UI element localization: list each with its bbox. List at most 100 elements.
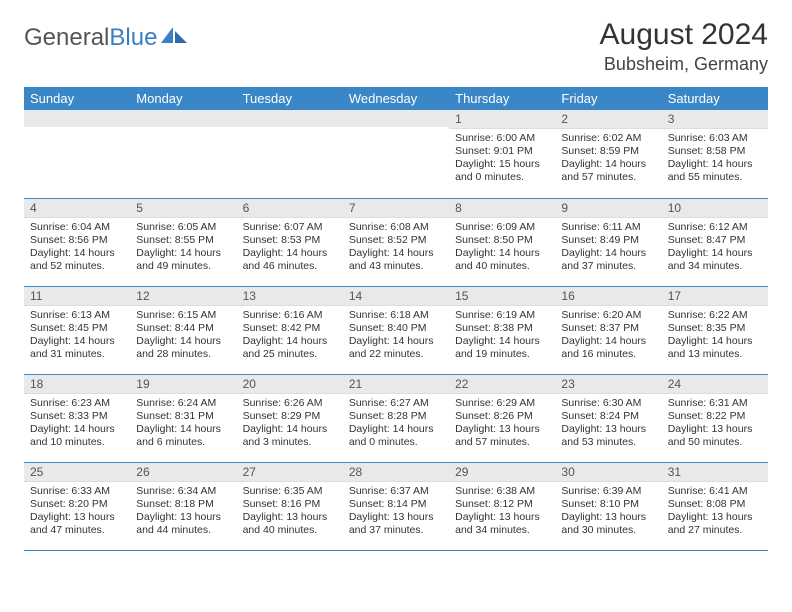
sunset-text: Sunset: 8:47 PM bbox=[668, 234, 762, 247]
sunrise-text: Sunrise: 6:26 AM bbox=[243, 397, 337, 410]
day-details: Sunrise: 6:11 AMSunset: 8:49 PMDaylight:… bbox=[555, 218, 661, 278]
daylight-text: Daylight: 14 hours and 10 minutes. bbox=[30, 423, 124, 449]
daylight-text: Daylight: 14 hours and 19 minutes. bbox=[455, 335, 549, 361]
daylight-text: Daylight: 13 hours and 47 minutes. bbox=[30, 511, 124, 537]
day-number: 6 bbox=[237, 199, 343, 218]
daylight-text: Daylight: 14 hours and 31 minutes. bbox=[30, 335, 124, 361]
weekday-header: Monday bbox=[130, 87, 236, 110]
sunset-text: Sunset: 8:56 PM bbox=[30, 234, 124, 247]
calendar-week-row: 11Sunrise: 6:13 AMSunset: 8:45 PMDayligh… bbox=[24, 286, 768, 374]
calendar-day-cell: 11Sunrise: 6:13 AMSunset: 8:45 PMDayligh… bbox=[24, 286, 130, 374]
daylight-text: Daylight: 13 hours and 30 minutes. bbox=[561, 511, 655, 537]
day-number: 11 bbox=[24, 287, 130, 306]
weekday-header: Thursday bbox=[449, 87, 555, 110]
sunrise-text: Sunrise: 6:19 AM bbox=[455, 309, 549, 322]
title-block: August 2024 Bubsheim, Germany bbox=[600, 18, 768, 75]
day-number: 18 bbox=[24, 375, 130, 394]
sunset-text: Sunset: 8:45 PM bbox=[30, 322, 124, 335]
day-details: Sunrise: 6:12 AMSunset: 8:47 PMDaylight:… bbox=[662, 218, 768, 278]
month-title: August 2024 bbox=[600, 18, 768, 52]
sunset-text: Sunset: 8:31 PM bbox=[136, 410, 230, 423]
day-number: 10 bbox=[662, 199, 768, 218]
daylight-text: Daylight: 13 hours and 44 minutes. bbox=[136, 511, 230, 537]
sunset-text: Sunset: 8:52 PM bbox=[349, 234, 443, 247]
daylight-text: Daylight: 13 hours and 50 minutes. bbox=[668, 423, 762, 449]
calendar-week-row: 25Sunrise: 6:33 AMSunset: 8:20 PMDayligh… bbox=[24, 462, 768, 550]
day-details: Sunrise: 6:02 AMSunset: 8:59 PMDaylight:… bbox=[555, 129, 661, 189]
logo-text-1: General bbox=[24, 24, 109, 52]
weekday-header: Tuesday bbox=[237, 87, 343, 110]
day-number: 9 bbox=[555, 199, 661, 218]
calendar-day-cell: 23Sunrise: 6:30 AMSunset: 8:24 PMDayligh… bbox=[555, 374, 661, 462]
calendar-day-cell: 25Sunrise: 6:33 AMSunset: 8:20 PMDayligh… bbox=[24, 462, 130, 550]
sunset-text: Sunset: 8:37 PM bbox=[561, 322, 655, 335]
calendar-day-cell: 5Sunrise: 6:05 AMSunset: 8:55 PMDaylight… bbox=[130, 198, 236, 286]
sunset-text: Sunset: 8:10 PM bbox=[561, 498, 655, 511]
day-details: Sunrise: 6:05 AMSunset: 8:55 PMDaylight:… bbox=[130, 218, 236, 278]
day-details: Sunrise: 6:20 AMSunset: 8:37 PMDaylight:… bbox=[555, 306, 661, 366]
sunset-text: Sunset: 8:12 PM bbox=[455, 498, 549, 511]
calendar-day-cell: 14Sunrise: 6:18 AMSunset: 8:40 PMDayligh… bbox=[343, 286, 449, 374]
day-number: 1 bbox=[449, 110, 555, 129]
day-number: 25 bbox=[24, 463, 130, 482]
sunset-text: Sunset: 8:49 PM bbox=[561, 234, 655, 247]
logo-sail-icon bbox=[161, 24, 187, 52]
page-header: GeneralBlue August 2024 Bubsheim, German… bbox=[24, 18, 768, 75]
calendar-day-cell: 17Sunrise: 6:22 AMSunset: 8:35 PMDayligh… bbox=[662, 286, 768, 374]
calendar-day-cell: 3Sunrise: 6:03 AMSunset: 8:58 PMDaylight… bbox=[662, 110, 768, 198]
sunrise-text: Sunrise: 6:30 AM bbox=[561, 397, 655, 410]
day-number: 5 bbox=[130, 199, 236, 218]
sunset-text: Sunset: 8:24 PM bbox=[561, 410, 655, 423]
weekday-header: Saturday bbox=[662, 87, 768, 110]
location-label: Bubsheim, Germany bbox=[600, 54, 768, 75]
sunrise-text: Sunrise: 6:09 AM bbox=[455, 221, 549, 234]
sunset-text: Sunset: 8:26 PM bbox=[455, 410, 549, 423]
sunrise-text: Sunrise: 6:08 AM bbox=[349, 221, 443, 234]
sunrise-text: Sunrise: 6:39 AM bbox=[561, 485, 655, 498]
sunrise-text: Sunrise: 6:27 AM bbox=[349, 397, 443, 410]
calendar-week-row: 1Sunrise: 6:00 AMSunset: 9:01 PMDaylight… bbox=[24, 110, 768, 198]
sunrise-text: Sunrise: 6:41 AM bbox=[668, 485, 762, 498]
sunset-text: Sunset: 8:58 PM bbox=[668, 145, 762, 158]
sunrise-text: Sunrise: 6:18 AM bbox=[349, 309, 443, 322]
logo: GeneralBlue bbox=[24, 18, 187, 52]
day-number: 29 bbox=[449, 463, 555, 482]
day-details: Sunrise: 6:33 AMSunset: 8:20 PMDaylight:… bbox=[24, 482, 130, 542]
sunset-text: Sunset: 8:33 PM bbox=[30, 410, 124, 423]
day-details: Sunrise: 6:23 AMSunset: 8:33 PMDaylight:… bbox=[24, 394, 130, 454]
sunrise-text: Sunrise: 6:16 AM bbox=[243, 309, 337, 322]
logo-text-2: Blue bbox=[109, 24, 157, 52]
daylight-text: Daylight: 14 hours and 55 minutes. bbox=[668, 158, 762, 184]
day-details: Sunrise: 6:22 AMSunset: 8:35 PMDaylight:… bbox=[662, 306, 768, 366]
day-number: 27 bbox=[237, 463, 343, 482]
daylight-text: Daylight: 15 hours and 0 minutes. bbox=[455, 158, 549, 184]
day-number: 17 bbox=[662, 287, 768, 306]
calendar-empty-cell bbox=[24, 110, 130, 198]
daylight-text: Daylight: 14 hours and 22 minutes. bbox=[349, 335, 443, 361]
sunrise-text: Sunrise: 6:20 AM bbox=[561, 309, 655, 322]
calendar-week-row: 18Sunrise: 6:23 AMSunset: 8:33 PMDayligh… bbox=[24, 374, 768, 462]
day-number: 16 bbox=[555, 287, 661, 306]
daylight-text: Daylight: 14 hours and 37 minutes. bbox=[561, 247, 655, 273]
day-details: Sunrise: 6:38 AMSunset: 8:12 PMDaylight:… bbox=[449, 482, 555, 542]
day-details: Sunrise: 6:00 AMSunset: 9:01 PMDaylight:… bbox=[449, 129, 555, 189]
sunset-text: Sunset: 8:50 PM bbox=[455, 234, 549, 247]
sunset-text: Sunset: 8:53 PM bbox=[243, 234, 337, 247]
daylight-text: Daylight: 14 hours and 0 minutes. bbox=[349, 423, 443, 449]
sunset-text: Sunset: 8:59 PM bbox=[561, 145, 655, 158]
weekday-header: Friday bbox=[555, 87, 661, 110]
day-number: 15 bbox=[449, 287, 555, 306]
sunrise-text: Sunrise: 6:38 AM bbox=[455, 485, 549, 498]
day-number: 3 bbox=[662, 110, 768, 129]
day-details: Sunrise: 6:29 AMSunset: 8:26 PMDaylight:… bbox=[449, 394, 555, 454]
day-details: Sunrise: 6:15 AMSunset: 8:44 PMDaylight:… bbox=[130, 306, 236, 366]
calendar-day-cell: 1Sunrise: 6:00 AMSunset: 9:01 PMDaylight… bbox=[449, 110, 555, 198]
day-number: 22 bbox=[449, 375, 555, 394]
day-number: 13 bbox=[237, 287, 343, 306]
calendar-day-cell: 10Sunrise: 6:12 AMSunset: 8:47 PMDayligh… bbox=[662, 198, 768, 286]
calendar-day-cell: 22Sunrise: 6:29 AMSunset: 8:26 PMDayligh… bbox=[449, 374, 555, 462]
weekday-header: Sunday bbox=[24, 87, 130, 110]
sunset-text: Sunset: 8:35 PM bbox=[668, 322, 762, 335]
sunrise-text: Sunrise: 6:04 AM bbox=[30, 221, 124, 234]
day-number: 26 bbox=[130, 463, 236, 482]
